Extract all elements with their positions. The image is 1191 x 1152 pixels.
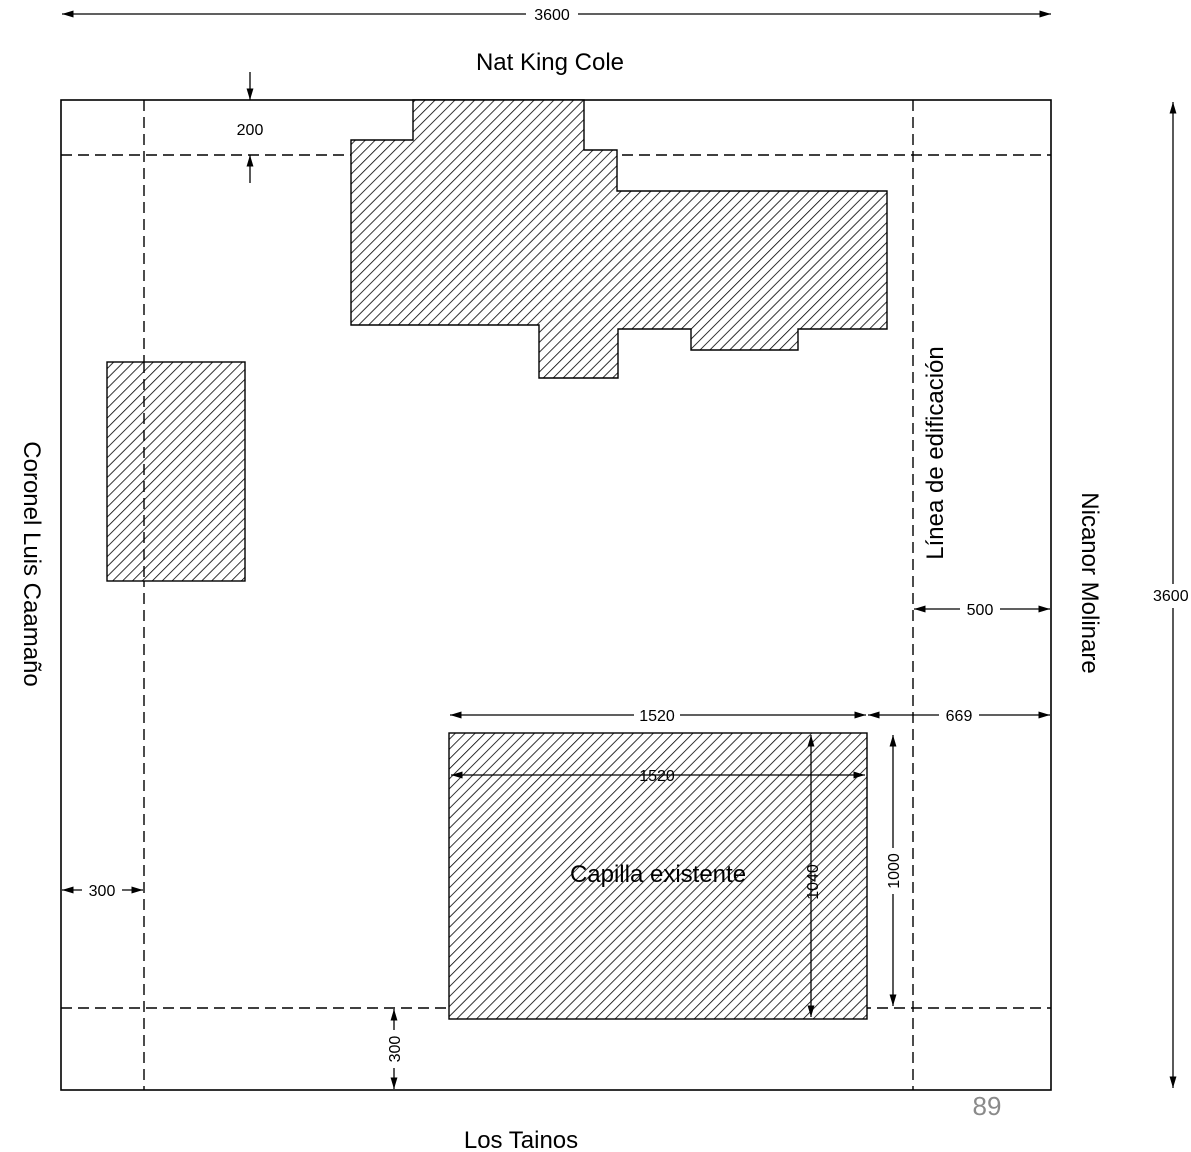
dim-chapel-to-edge: 669 <box>946 708 973 725</box>
building-line-label: Línea de edificación <box>922 346 949 560</box>
dim-bottom-setback: 300 <box>387 1036 404 1063</box>
street-top: Nat King Cole <box>476 49 624 76</box>
left-building-footprint <box>106 361 246 582</box>
page-number: 89 <box>973 1091 1002 1121</box>
dim-chapel-width-inner: 1520 <box>639 768 675 785</box>
street-right: Nicanor Molinare <box>1076 492 1103 673</box>
chapel-label: Capilla existente <box>570 861 746 888</box>
dim-chapel-height-inner: 1040 <box>805 864 822 900</box>
dim-left-setback: 300 <box>89 883 116 900</box>
dim-overall-width: 3600 <box>534 7 570 24</box>
street-bottom: Los Tainos <box>464 1127 578 1152</box>
main-building-footprint <box>350 99 888 379</box>
chapel-footprint <box>448 732 868 1020</box>
dim-chapel-height-outer: 1000 <box>886 853 903 889</box>
dim-right-setback: 500 <box>967 602 994 619</box>
dim-chapel-width-outer: 1520 <box>639 708 675 725</box>
dim-overall-height: 3600 <box>1153 588 1189 605</box>
dim-top-setback: 200 <box>237 122 264 139</box>
street-left: Coronel Luis Caamaño <box>18 441 45 686</box>
